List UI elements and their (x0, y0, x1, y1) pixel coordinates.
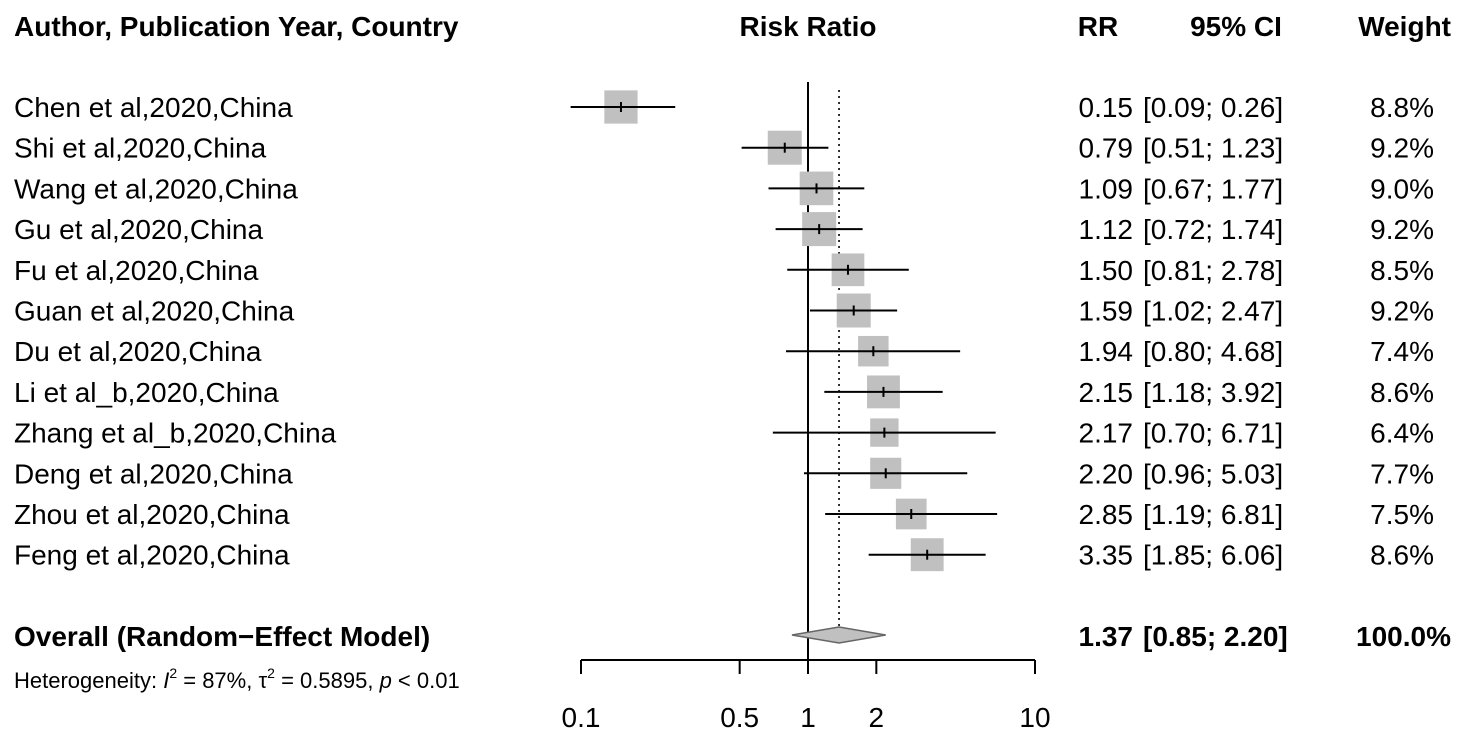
study-rr: 1.59 (1079, 296, 1134, 327)
study-ci: [0.96; 5.03] (1143, 458, 1283, 489)
study-row: Wang et al,2020,China 1.09 [0.67; 1.77] 9.0… (14, 171, 1434, 206)
study-ci: [0.70; 6.71] (1143, 418, 1283, 449)
study-label: Feng et al,2020,China (14, 540, 290, 571)
study-ci: [0.51; 1.23] (1143, 133, 1283, 164)
study-rr: 1.94 (1079, 336, 1134, 367)
study-label: Du et al,2020,China (14, 336, 262, 367)
reference-lines (807, 82, 840, 660)
study-label: Deng et al,2020,China (14, 458, 293, 489)
study-ci: [1.19; 6.81] (1143, 499, 1283, 530)
study-ci: [1.85; 6.06] (1143, 540, 1283, 571)
study-ci: [0.81; 2.78] (1143, 255, 1283, 286)
study-rr: 1.09 (1079, 173, 1134, 204)
study-label: Zhou et al,2020,China (14, 499, 290, 530)
study-weight: 6.4% (1370, 418, 1434, 449)
study-rr: 2.17 (1079, 418, 1134, 449)
study-weight: 7.5% (1370, 499, 1434, 530)
study-rows: Chen et al,2020,China 0.15 [0.09; 0.26] 8.8… (14, 90, 1434, 572)
study-weight: 8.5% (1370, 255, 1434, 286)
study-rr: 3.35 (1079, 540, 1134, 571)
study-weight: 8.6% (1370, 377, 1434, 408)
study-ci: [0.67; 1.77] (1143, 173, 1283, 204)
study-row: Zhou et al,2020,China 2.85 [1.19; 6.81] 7.5… (14, 498, 1434, 530)
header-plot: Risk Ratio (740, 11, 877, 42)
study-weight: 9.2% (1370, 296, 1434, 327)
study-row: Shi et al,2020,China 0.79 [0.51; 1.23] 9.2% (14, 130, 1434, 165)
study-ci: [0.09; 0.26] (1143, 92, 1283, 123)
study-rr: 2.15 (1079, 377, 1134, 408)
study-row: Chen et al,2020,China 0.15 [0.09; 0.26] 8.8… (14, 90, 1434, 124)
study-label: Shi et al,2020,China (14, 133, 267, 164)
study-row: Guan et al,2020,China 1.59 [1.02; 2.47] 9.2… (14, 293, 1434, 328)
x-tick-label: 10 (1019, 702, 1050, 731)
study-weight: 9.2% (1370, 133, 1434, 164)
overall-row: Overall (Random−Effect Model) 1.37 [0.85… (14, 621, 1451, 652)
study-label: Li et al_b,2020,China (14, 377, 279, 408)
study-weight: 7.7% (1370, 458, 1434, 489)
study-label: Guan et al,2020,China (14, 296, 295, 327)
study-rr: 0.15 (1079, 92, 1134, 123)
study-row: Gu et al,2020,China 1.12 [0.72; 1.74] 9.2% (14, 212, 1434, 247)
study-ci: [0.80; 4.68] (1143, 336, 1283, 367)
header-study: Author, Publication Year, Country (14, 11, 459, 42)
header-ci: 95% CI (1190, 11, 1282, 42)
x-tick-label: 1 (800, 702, 816, 731)
study-rr: 0.79 (1079, 133, 1134, 164)
study-rr: 2.20 (1079, 458, 1134, 489)
study-rr: 2.85 (1079, 499, 1134, 530)
study-ci: [1.02; 2.47] (1143, 296, 1283, 327)
x-axis: 0.1 0.5 1 2 10 (562, 659, 1051, 731)
overall-ci: [0.85; 2.20] (1143, 621, 1288, 652)
study-row: Li et al_b,2020,China 2.15 [1.18; 3.92] 8.6… (14, 375, 1434, 409)
x-tick-label: 0.1 (562, 702, 601, 731)
study-weight: 8.8% (1370, 92, 1434, 123)
study-label: Fu et al,2020,China (14, 255, 259, 286)
study-weight: 9.0% (1370, 173, 1434, 204)
study-row: Deng et al,2020,China 2.20 [0.96; 5.03] 7.7… (14, 457, 1434, 489)
overall-diamond (791, 626, 886, 644)
study-label: Gu et al,2020,China (14, 214, 263, 245)
study-weight: 7.4% (1370, 336, 1434, 367)
heterogeneity-text: Heterogeneity: I2 = 87%, τ2 = 0.5895, p … (14, 665, 460, 693)
study-ci: [1.18; 3.92] (1143, 377, 1283, 408)
x-tick-label: 2 (869, 702, 885, 731)
study-rr: 1.12 (1079, 214, 1134, 245)
study-label: Zhang et al_b,2020,China (14, 418, 337, 449)
header-weight: Weight (1358, 11, 1451, 42)
overall-weight: 100.0% (1356, 621, 1451, 652)
x-tick-label: 0.5 (720, 702, 759, 731)
study-label: Wang et al,2020,China (14, 173, 298, 204)
header-rr: RR (1078, 11, 1118, 42)
study-label: Chen et al,2020,China (14, 92, 293, 123)
study-weight: 8.6% (1370, 540, 1434, 571)
study-row: Du et al,2020,China 1.94 [0.80; 4.68] 7.4% (14, 335, 1434, 367)
overall-rr: 1.37 (1079, 621, 1134, 652)
study-row: Zhang et al_b,2020,China 2.17 [0.70; 6.71]… (14, 418, 1434, 449)
study-ci: [0.72; 1.74] (1143, 214, 1283, 245)
overall-label: Overall (Random−Effect Model) (14, 621, 430, 652)
study-row: Fu et al,2020,China 1.50 [0.81; 2.78] 8.5% (14, 253, 1434, 287)
study-weight: 9.2% (1370, 214, 1434, 245)
study-row: Feng et al,2020,China 3.35 [1.85; 6.06] 8.6… (14, 538, 1434, 572)
study-rr: 1.50 (1079, 255, 1134, 286)
